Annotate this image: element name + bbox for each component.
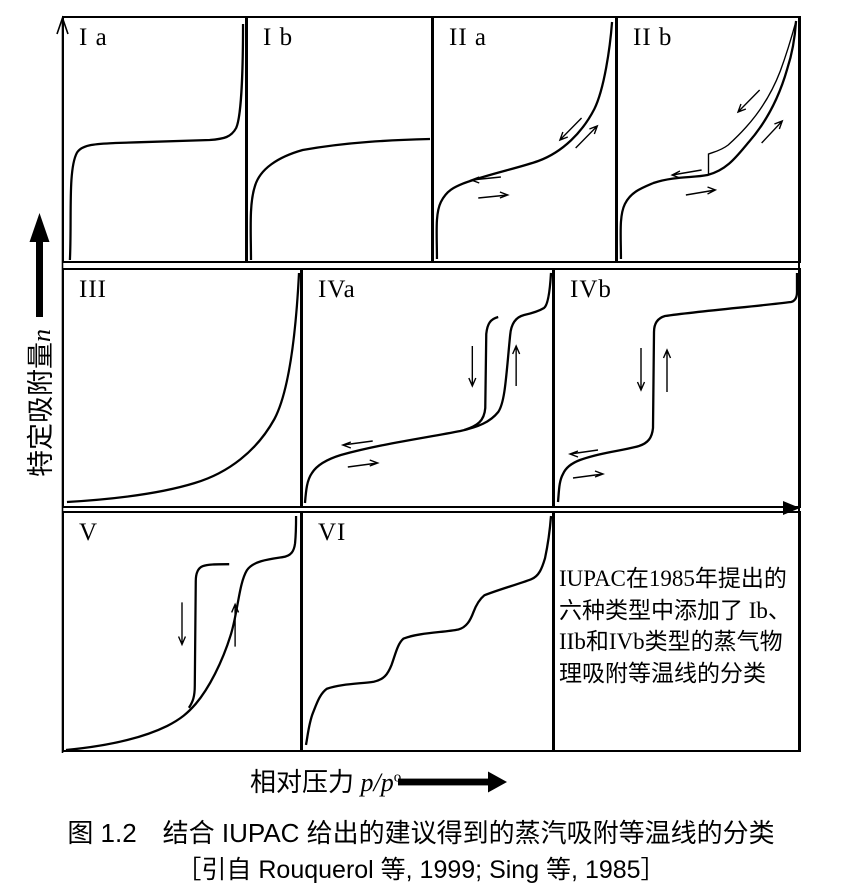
adsorption-curve — [249, 137, 431, 261]
adsorption-curve — [65, 516, 298, 750]
panel-type-IIb: II b — [618, 18, 799, 261]
note-line: IUPAC在1985年提出的 — [559, 566, 787, 591]
desorption-arrow-left — [340, 440, 373, 449]
panel-type-III: III — [64, 270, 303, 506]
y-axis-label-text: 特定吸附量 — [26, 342, 56, 477]
x-axis-symbol: p/p — [360, 768, 394, 797]
type-IIa-curve — [435, 21, 614, 260]
type-Ia-curve — [68, 23, 245, 261]
adsorption-curve — [304, 515, 552, 746]
y-axis-label: 特定吸附量n — [19, 303, 56, 503]
panel-type-V: V — [64, 513, 303, 750]
desorption-arrow-down — [468, 346, 477, 388]
panel-label-IVa: IVa — [318, 276, 356, 303]
x-label-arrow-shaft — [398, 778, 490, 786]
type-VI-curve — [304, 515, 552, 746]
type-V-curve — [65, 516, 298, 750]
isotherm-row-1: I a I b II a — [62, 16, 801, 263]
x-label-arrow-right-icon — [488, 771, 507, 793]
type-III-curve — [66, 272, 300, 504]
y-label-arrow-up-icon — [29, 213, 50, 242]
panel-type-Ia: I a — [64, 18, 248, 261]
caption-line-1: 图 1.2 结合 IUPAC 给出的建议得到的蒸汽吸附等温线的分类 — [67, 818, 775, 848]
panel-label-Ia: I a — [79, 24, 108, 51]
type-IVb-curve — [556, 273, 799, 503]
panel-label-IVb: IVb — [570, 276, 612, 303]
x-axis-label-text: 相对压力 — [250, 768, 361, 797]
type-IIb-curve — [619, 20, 798, 260]
adsorption-arrow-up — [512, 344, 521, 386]
panel-type-IIa: II a — [434, 18, 618, 261]
type-Ib-curve — [249, 137, 431, 261]
isotherm-row-3: V VI IUPAC在1985年提出的 六种类型中添加了 Ib、 IIb和IVb… — [62, 511, 801, 752]
adsorption-arrow-up-right — [761, 119, 784, 144]
desorption-branch — [187, 563, 230, 709]
panel-type-IVb: IVb — [555, 270, 799, 506]
panel-label-Ib: I b — [263, 24, 294, 51]
adsorption-arrow-right — [685, 186, 718, 196]
type-IVa-curve — [303, 272, 552, 504]
adsorption-curve — [66, 272, 300, 504]
panel-label-IIa: II a — [449, 24, 487, 51]
note-line: 六种类型中添加了 Ib、 — [559, 597, 791, 623]
note-panel: IUPAC在1985年提出的 六种类型中添加了 Ib、 IIb和IVb类型的蒸气… — [555, 513, 799, 750]
adsorption-arrow-up-right — [575, 124, 599, 149]
desorption-arrow-down — [636, 348, 646, 392]
panel-type-Ib: I b — [248, 18, 434, 261]
panel-type-IVa: IVa — [303, 270, 555, 506]
adsorption-arrow-right — [478, 191, 510, 199]
note-line: IIb和IVb类型的蒸气物 — [559, 629, 783, 654]
x-axis-superscript: o — [393, 769, 402, 786]
desorption-branch — [464, 315, 499, 432]
adsorption-curve — [303, 272, 552, 504]
adsorption-curve — [435, 21, 614, 260]
adsorption-arrow-right — [347, 459, 380, 468]
desorption-arrow-left — [670, 169, 702, 179]
adsorption-curve — [556, 273, 799, 503]
desorption-arrow-down-left — [558, 117, 583, 142]
adsorption-arrow-up — [231, 602, 240, 647]
adsorption-arrow-right — [572, 470, 605, 479]
x-axis-label: 相对压力 p/po — [250, 762, 401, 799]
panel-label-IIb: II b — [633, 24, 673, 51]
desorption-arrow-down-left — [736, 89, 761, 114]
panel-label-V: V — [79, 519, 99, 546]
adsorption-curve — [619, 20, 798, 260]
panel-label-VI: VI — [318, 519, 347, 546]
panel-label-III: III — [79, 276, 107, 303]
iupac-note: IUPAC在1985年提出的 六种类型中添加了 Ib、 IIb和IVb类型的蒸气… — [559, 563, 795, 689]
note-line: 理吸附等温线的分类 — [559, 660, 766, 686]
caption-line-2: ［引自 Rouquerol 等, 1999; Sing 等, 1985］ — [176, 856, 666, 884]
desorption-arrow-left — [568, 449, 599, 458]
y-axis-symbol: n — [27, 329, 56, 342]
panel-type-VI: VI — [303, 513, 555, 750]
desorption-arrow-left — [469, 176, 501, 184]
desorption-arrow-down — [177, 602, 187, 647]
adsorption-curve — [68, 23, 245, 261]
adsorption-arrow-up — [662, 348, 672, 392]
isotherm-row-2: III IVa IVb — [62, 268, 801, 508]
desorption-branch — [707, 20, 797, 175]
